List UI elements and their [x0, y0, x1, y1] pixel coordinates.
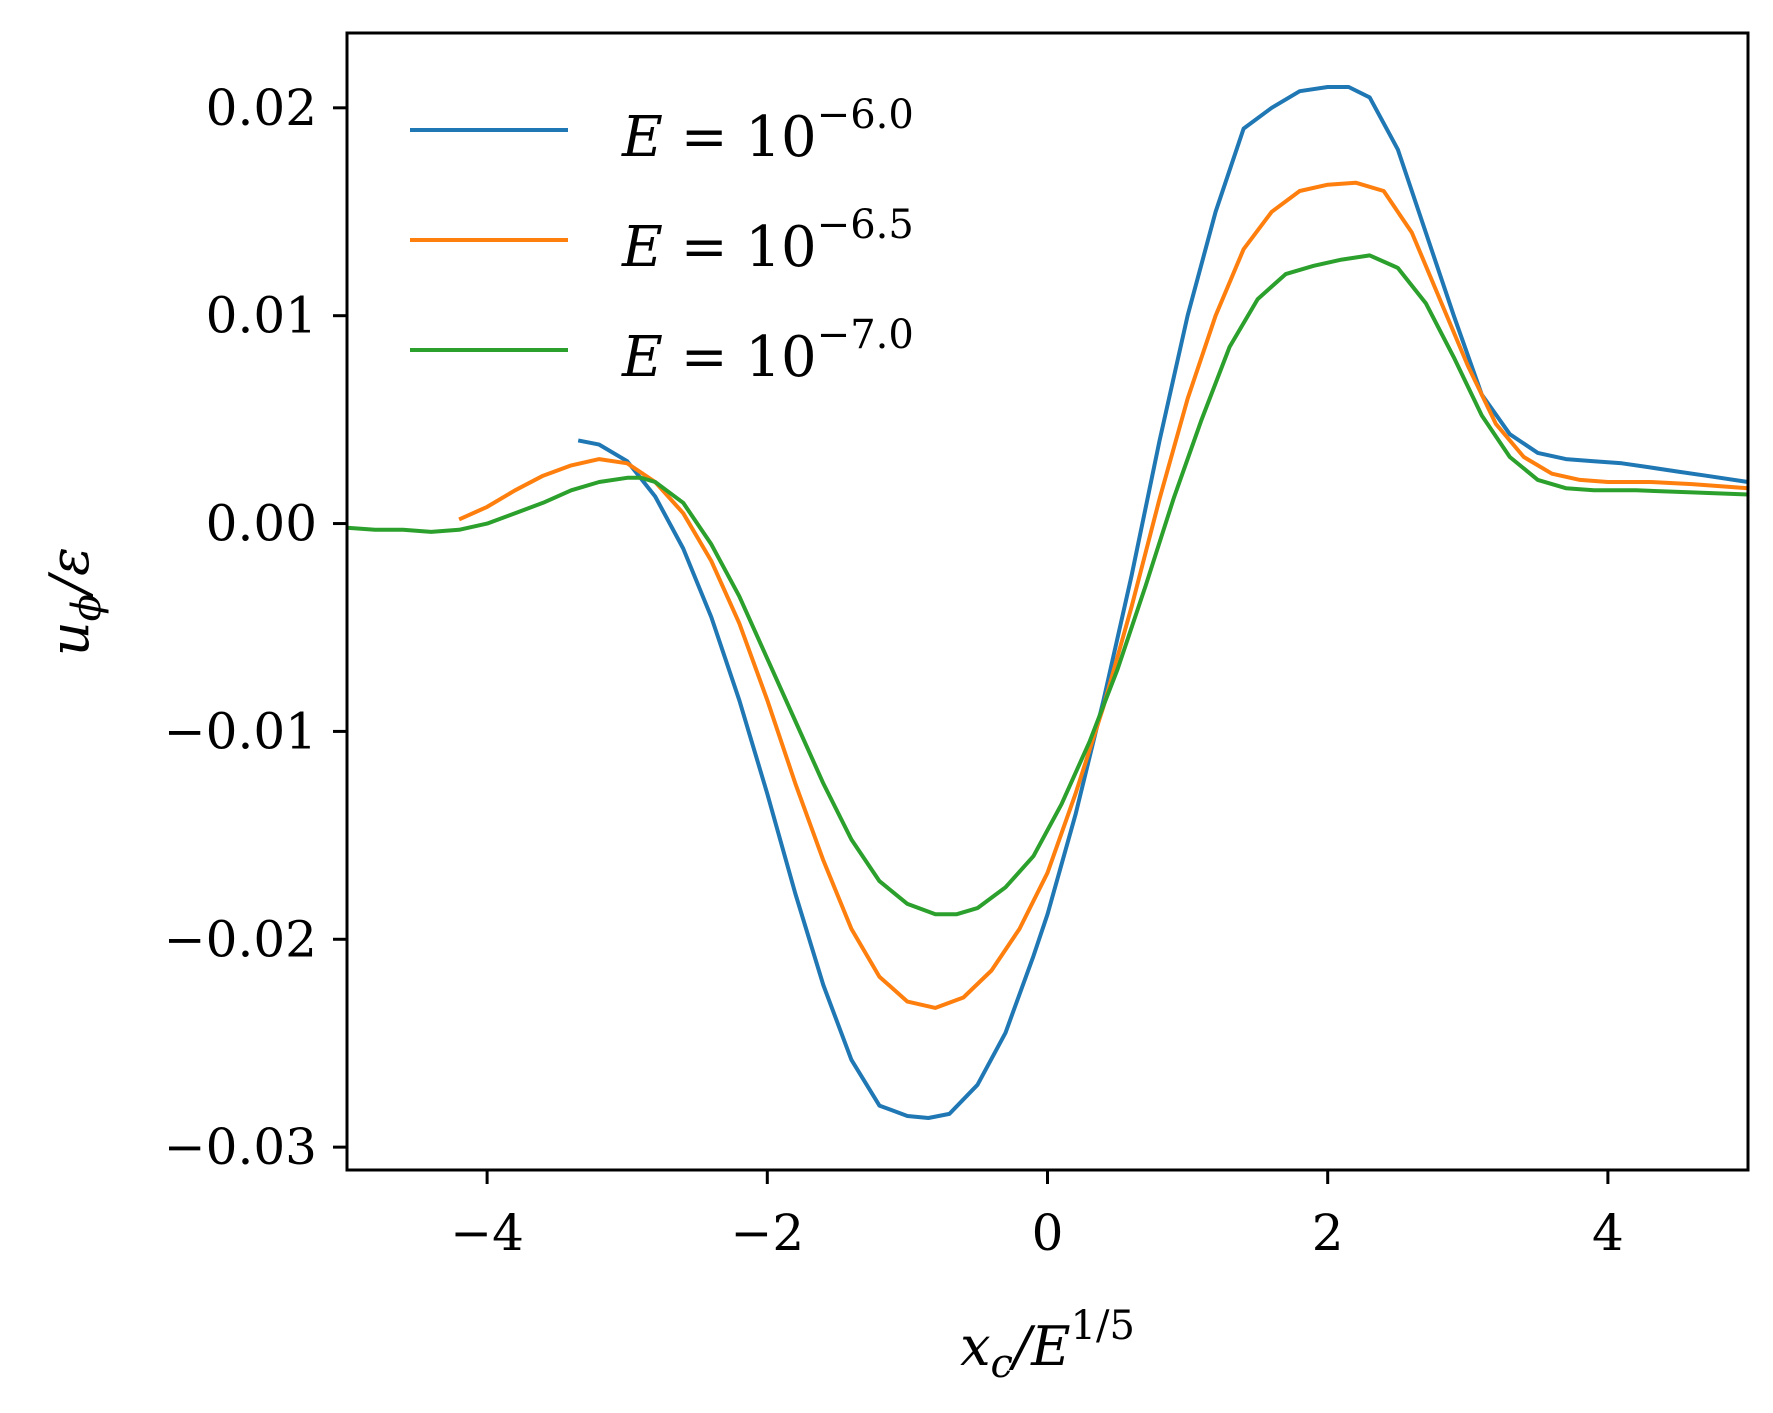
x-axis-label: xc/E1/5	[960, 1303, 1135, 1387]
x-tick-label: 2	[1312, 1204, 1344, 1262]
y-tick-label: 0.00	[206, 495, 317, 553]
x-tick-label: −4	[450, 1204, 524, 1262]
plot-frame	[345, 31, 1750, 1172]
x-tick-label: 0	[1032, 1204, 1064, 1262]
x-tick-label: 4	[1592, 1204, 1624, 1262]
series-line-2	[458, 180, 1749, 1010]
y-tick-label: 0.02	[206, 79, 317, 137]
y-axis-label: uϕ/ε	[38, 547, 110, 656]
legend: E = 10−6.0 E = 10−6.5 E = 10−7.0	[410, 92, 914, 390]
y-axis-ticks: 0.02 0.01 0.00 −0.01 −0.02 −0.03	[164, 79, 347, 1176]
x-tick-label: −2	[730, 1204, 804, 1262]
legend-label-1: E = 10−6.0	[621, 92, 914, 170]
y-tick-label: 0.01	[206, 287, 317, 345]
series-line-1	[577, 85, 1749, 1120]
series-line-3	[346, 253, 1749, 917]
y-tick-label: −0.02	[164, 910, 317, 968]
y-tick-label: −0.03	[164, 1118, 317, 1176]
series-layer	[346, 85, 1749, 1120]
legend-label-2: E = 10−6.5	[621, 202, 914, 280]
legend-label-3: E = 10−7.0	[621, 312, 914, 390]
y-axis-label-group: uϕ/ε	[38, 547, 110, 656]
x-axis-ticks: −4 −2 0 2 4	[450, 1170, 1624, 1262]
y-tick-label: −0.01	[164, 702, 317, 760]
